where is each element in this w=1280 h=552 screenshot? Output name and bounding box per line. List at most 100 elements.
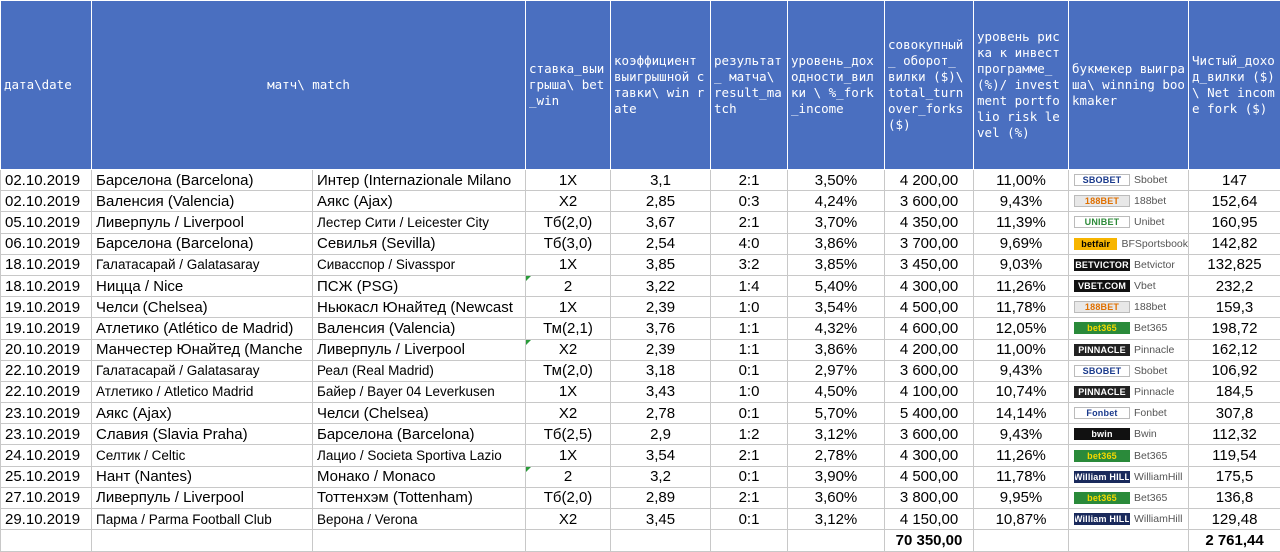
cell-team-home[interactable]: Славия (Slavia Praha) (92, 424, 313, 445)
cell-turnover[interactable]: 3 600,00 (885, 191, 974, 212)
cell-win-rate[interactable]: 2,54 (611, 233, 711, 254)
cell-date[interactable]: 27.10.2019 (1, 487, 92, 508)
cell-team-home[interactable]: Ливерпуль / Liverpool (92, 487, 313, 508)
cell-bet-win[interactable]: 1X (526, 170, 611, 191)
cell-risk[interactable]: 10,87% (974, 509, 1069, 530)
header-risk[interactable]: уровень риска к инвестпрограмме_(%)/ inv… (974, 1, 1069, 170)
header-fork-income[interactable]: уровень_доходности_вилки \ %_fork_income (788, 1, 885, 170)
cell-net-income[interactable]: 184,5 (1189, 381, 1280, 402)
cell-date[interactable]: 23.10.2019 (1, 424, 92, 445)
cell-date[interactable]: 22.10.2019 (1, 381, 92, 402)
cell-bet-win[interactable]: 1X (526, 381, 611, 402)
cell-net-income[interactable]: 159,3 (1189, 297, 1280, 318)
cell-team-home[interactable]: Ницца / Nice (92, 275, 313, 296)
cell-net-income[interactable]: 132,825 (1189, 254, 1280, 275)
cell-bet-win[interactable]: Тм(2,1) (526, 318, 611, 339)
header-win-rate[interactable]: коэффициент выигрышной ставки\ win rate (611, 1, 711, 170)
cell-team-away[interactable]: Лестер Сити / Leicester City (313, 212, 526, 233)
cell-fork-income[interactable]: 5,40% (788, 275, 885, 296)
cell-turnover[interactable]: 4 300,00 (885, 275, 974, 296)
cell-team-away[interactable]: Верона / Verona (313, 509, 526, 530)
cell-win-rate[interactable]: 2,9 (611, 424, 711, 445)
cell-risk[interactable]: 9,43% (974, 360, 1069, 381)
cell-date[interactable]: 20.10.2019 (1, 339, 92, 360)
header-date[interactable]: дата\date (1, 1, 92, 170)
cell-net-income[interactable]: 198,72 (1189, 318, 1280, 339)
cell-turnover[interactable]: 4 600,00 (885, 318, 974, 339)
cell-team-home[interactable]: Атлетико / Atletico Madrid (92, 381, 313, 402)
cell-win-rate[interactable]: 3,22 (611, 275, 711, 296)
cell-win-rate[interactable]: 3,54 (611, 445, 711, 466)
cell-team-home[interactable]: Валенсия (Valencia) (92, 191, 313, 212)
cell-turnover[interactable]: 4 500,00 (885, 466, 974, 487)
cell-risk[interactable]: 14,14% (974, 403, 1069, 424)
cell-bet-win[interactable]: 1X (526, 297, 611, 318)
cell-team-home[interactable]: Парма / Parma Football Club (92, 509, 313, 530)
cell-team-home[interactable]: Атлетико (Atlético de Madrid) (92, 318, 313, 339)
cell-result[interactable]: 1:1 (711, 318, 788, 339)
cell-risk[interactable]: 11,26% (974, 445, 1069, 466)
cell-result[interactable]: 2:1 (711, 170, 788, 191)
empty-cell[interactable] (313, 530, 526, 552)
cell-fork-income[interactable]: 3,90% (788, 466, 885, 487)
cell-result[interactable]: 1:1 (711, 339, 788, 360)
cell-fork-income[interactable]: 3,54% (788, 297, 885, 318)
cell-team-away[interactable]: Челси (Chelsea) (313, 403, 526, 424)
cell-date[interactable]: 19.10.2019 (1, 297, 92, 318)
cell-net-income[interactable]: 119,54 (1189, 445, 1280, 466)
cell-bet-win[interactable]: X2 (526, 339, 611, 360)
cell-team-home[interactable]: Нант (Nantes) (92, 466, 313, 487)
cell-date[interactable]: 18.10.2019 (1, 275, 92, 296)
cell-fork-income[interactable]: 3,85% (788, 254, 885, 275)
cell-fork-income[interactable]: 3,60% (788, 487, 885, 508)
cell-turnover[interactable]: 3 600,00 (885, 424, 974, 445)
cell-risk[interactable]: 9,43% (974, 424, 1069, 445)
cell-bet-win[interactable]: 1X (526, 445, 611, 466)
cell-date[interactable]: 05.10.2019 (1, 212, 92, 233)
cell-risk[interactable]: 11,78% (974, 466, 1069, 487)
cell-win-rate[interactable]: 2,85 (611, 191, 711, 212)
empty-cell[interactable] (788, 530, 885, 552)
cell-result[interactable]: 1:0 (711, 381, 788, 402)
cell-date[interactable]: 02.10.2019 (1, 170, 92, 191)
cell-turnover[interactable]: 4 150,00 (885, 509, 974, 530)
cell-win-rate[interactable]: 2,89 (611, 487, 711, 508)
cell-net-income[interactable]: 232,2 (1189, 275, 1280, 296)
cell-turnover[interactable]: 4 200,00 (885, 170, 974, 191)
total-net-income[interactable]: 2 761,44 (1189, 530, 1280, 552)
cell-bet-win[interactable]: Тм(2,0) (526, 360, 611, 381)
cell-net-income[interactable]: 112,32 (1189, 424, 1280, 445)
header-turnover[interactable]: совокупный_ оборот_ вилки ($)\ total_tur… (885, 1, 974, 170)
cell-win-rate[interactable]: 3,1 (611, 170, 711, 191)
cell-team-away[interactable]: Реал (Real Madrid) (313, 360, 526, 381)
cell-net-income[interactable]: 175,5 (1189, 466, 1280, 487)
cell-turnover[interactable]: 3 800,00 (885, 487, 974, 508)
cell-win-rate[interactable]: 3,2 (611, 466, 711, 487)
cell-fork-income[interactable]: 3,86% (788, 339, 885, 360)
cell-net-income[interactable]: 106,92 (1189, 360, 1280, 381)
cell-team-away[interactable]: Аякс (Ajax) (313, 191, 526, 212)
cell-turnover[interactable]: 4 500,00 (885, 297, 974, 318)
cell-turnover[interactable]: 4 100,00 (885, 381, 974, 402)
cell-bet-win[interactable]: 2 (526, 466, 611, 487)
cell-date[interactable]: 25.10.2019 (1, 466, 92, 487)
cell-win-rate[interactable]: 3,18 (611, 360, 711, 381)
empty-cell[interactable] (526, 530, 611, 552)
header-match[interactable]: матч\ match (92, 1, 526, 170)
cell-team-home[interactable]: Барселона (Barcelona) (92, 170, 313, 191)
cell-risk[interactable]: 12,05% (974, 318, 1069, 339)
empty-cell[interactable] (1, 530, 92, 552)
cell-team-home[interactable]: Селтик / Celtic (92, 445, 313, 466)
cell-win-rate[interactable]: 3,45 (611, 509, 711, 530)
header-net-income[interactable]: Чистый_доход_вилки ($) \ Net income fork… (1189, 1, 1280, 170)
cell-bet-win[interactable]: Тб(3,0) (526, 233, 611, 254)
cell-net-income[interactable]: 136,8 (1189, 487, 1280, 508)
header-bet-win[interactable]: ставка_выигрыша\ bet_win (526, 1, 611, 170)
cell-team-away[interactable]: Байер / Bayer 04 Leverkusen (313, 381, 526, 402)
cell-turnover[interactable]: 4 350,00 (885, 212, 974, 233)
